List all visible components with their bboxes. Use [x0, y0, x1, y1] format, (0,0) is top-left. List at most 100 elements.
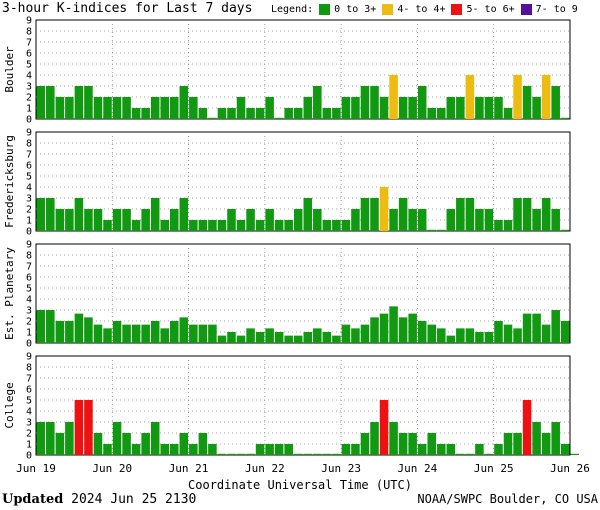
- kp-bar: [55, 97, 65, 119]
- kp-bar: [246, 453, 255, 455]
- y-tick-label: 0: [26, 451, 32, 462]
- x-tick-label: Jun 25: [474, 462, 514, 475]
- kp-bar: [303, 453, 313, 455]
- y-tick-label: 6: [26, 161, 32, 172]
- kp-bar: [379, 97, 389, 119]
- kp-bar: [313, 328, 322, 343]
- y-tick-label: 7: [26, 150, 32, 161]
- legend-entry-1: 4- to 4+: [397, 4, 446, 15]
- panel-label: Fredericksburg: [3, 135, 16, 228]
- kp-bar: [255, 220, 265, 231]
- y-tick-label: 8: [26, 139, 32, 150]
- kp-bar: [65, 422, 74, 455]
- kp-bar: [532, 209, 541, 231]
- kp-bar: [560, 229, 570, 231]
- kp-bar: [112, 97, 122, 119]
- x-axis-label: Coordinate Universal Time (UTC): [188, 478, 412, 492]
- kp-bar: [465, 328, 475, 343]
- kp-bar: [360, 198, 370, 231]
- kp-bar: [456, 97, 465, 119]
- kp-bar: [189, 324, 198, 343]
- legend-swatch-red: [451, 4, 463, 15]
- kp-bar: [265, 97, 274, 119]
- kp-bar: [322, 220, 332, 231]
- kp-bar: [341, 444, 351, 455]
- kp-bar: [65, 209, 74, 231]
- kp-bar: [513, 75, 522, 119]
- kp-bar: [503, 324, 513, 343]
- kp-bar: [179, 198, 189, 231]
- kp-bar: [332, 335, 341, 343]
- kp-bar: [160, 328, 169, 343]
- y-tick-label: 8: [26, 251, 32, 262]
- kp-bar: [541, 433, 551, 455]
- y-tick-label: 0: [26, 115, 32, 126]
- kp-bar: [465, 75, 475, 119]
- y-tick-label: 2: [26, 317, 32, 328]
- kp-bar: [198, 433, 208, 455]
- kp-bar: [227, 108, 236, 119]
- kp-bar: [227, 453, 236, 455]
- kp-bar: [351, 97, 360, 119]
- kp-bar: [189, 444, 198, 455]
- kp-bar: [284, 444, 293, 455]
- y-tick-label: 4: [26, 183, 32, 194]
- kp-bar: [170, 321, 179, 343]
- kp-bar: [293, 108, 303, 119]
- kp-bar: [236, 453, 246, 455]
- kp-bar: [141, 324, 150, 343]
- kp-bar: [456, 198, 465, 231]
- kp-bar: [465, 453, 475, 455]
- kp-bar: [551, 209, 560, 231]
- kp-bar: [541, 75, 551, 119]
- kp-bar: [65, 321, 74, 343]
- kp-bar: [532, 97, 541, 119]
- y-tick-label: 4: [26, 407, 32, 418]
- kp-bar: [360, 324, 370, 343]
- y-tick-label: 1: [26, 328, 32, 339]
- kp-bar: [208, 220, 217, 231]
- kp-bar: [484, 97, 494, 119]
- kp-bar: [532, 313, 541, 343]
- kp-bar: [160, 97, 169, 119]
- kp-bar: [141, 433, 150, 455]
- kp-bar: [532, 422, 541, 455]
- y-tick-label: 9: [26, 240, 32, 251]
- y-tick-label: 3: [26, 306, 32, 317]
- panel-label: Est. Planetary: [3, 247, 16, 340]
- kp-bar: [522, 313, 532, 343]
- kp-bar: [360, 86, 370, 119]
- kp-bar: [398, 433, 408, 455]
- kp-bar: [150, 97, 160, 119]
- y-tick-label: 6: [26, 273, 32, 284]
- kp-bar: [179, 317, 189, 343]
- kp-bar: [379, 187, 389, 231]
- kp-bar: [370, 422, 379, 455]
- y-tick-label: 6: [26, 49, 32, 60]
- kp-bar: [494, 444, 503, 455]
- kp-bar: [446, 97, 456, 119]
- kp-bar: [408, 433, 417, 455]
- y-tick-label: 0: [26, 227, 32, 238]
- kp-bar: [255, 444, 265, 455]
- kp-bar: [122, 209, 131, 231]
- kp-bar: [36, 310, 46, 343]
- kp-bar: [427, 229, 436, 231]
- kp-bar: [351, 328, 360, 343]
- kp-bar: [408, 313, 417, 343]
- kp-bar: [494, 220, 503, 231]
- kp-bar: [446, 209, 456, 231]
- legend-swatch-yellow: [382, 4, 394, 15]
- kp-bar: [303, 332, 313, 343]
- kp-bar: [398, 317, 408, 343]
- kp-bar: [522, 400, 532, 455]
- kp-bar: [417, 444, 427, 455]
- kp-bar: [246, 209, 255, 231]
- kp-bar: [370, 86, 379, 119]
- kp-bar: [103, 97, 112, 119]
- kp-bar: [131, 324, 141, 343]
- kp-bar: [274, 332, 284, 343]
- kp-bar: [513, 433, 522, 455]
- kp-bar: [84, 400, 93, 455]
- kp-bar: [131, 444, 141, 455]
